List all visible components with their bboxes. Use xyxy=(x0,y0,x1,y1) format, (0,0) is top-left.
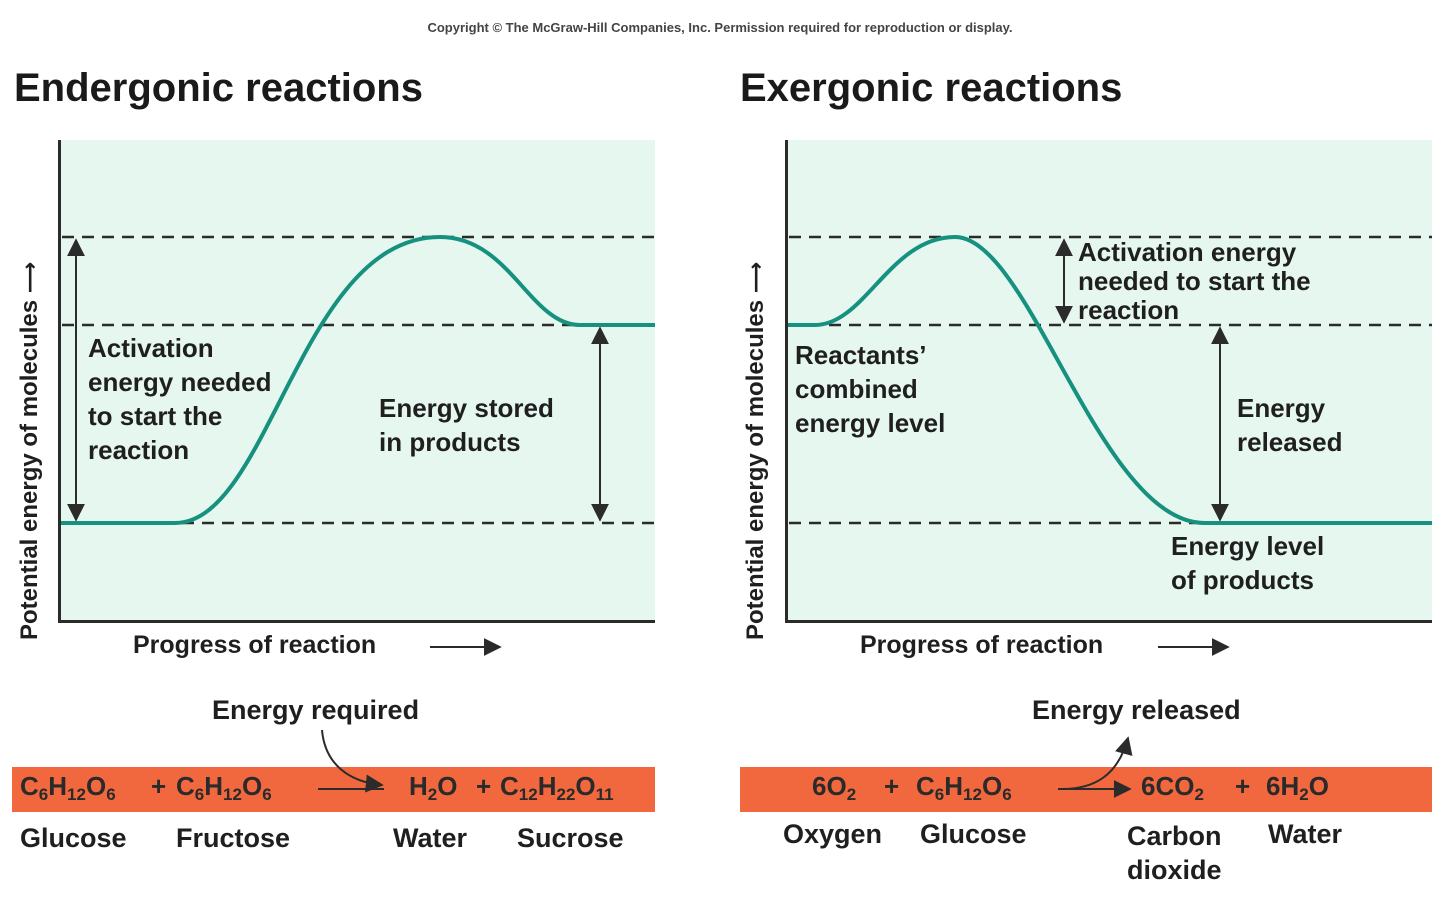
plus-sign: + xyxy=(476,771,492,801)
exergonic-x-axis xyxy=(785,620,1432,623)
endergonic-stored-label: Energy stored in products xyxy=(379,393,554,457)
energy-released-note: Energy released xyxy=(1032,695,1241,725)
glucose-caption: Glucose xyxy=(920,819,1027,849)
sucrose-formula: C12H22O11 xyxy=(500,771,614,804)
carbon-dioxide-caption: Carbon dioxide xyxy=(1127,821,1222,885)
copyright-notice: Copyright © The McGraw-Hill Companies, I… xyxy=(427,20,1013,35)
fructose-formula: C6H12O6 xyxy=(176,771,272,804)
exergonic-title: Exergonic reactions xyxy=(740,66,1123,110)
carbon-dioxide-formula: 6CO2 xyxy=(1141,771,1204,804)
glucose-formula: C6H12O6 xyxy=(20,771,116,804)
exergonic-y-axis xyxy=(785,140,788,623)
plus-sign: + xyxy=(1235,771,1251,801)
endergonic-activation-label: Activation energy needed to start the re… xyxy=(88,333,272,465)
energy-required-arrow xyxy=(321,729,384,793)
energy-required-label: Energy required xyxy=(212,695,420,725)
exergonic-energy-curve xyxy=(788,234,1432,525)
endergonic-title: Endergonic reactions xyxy=(14,66,423,110)
exergonic-x-axis-label: Progress of reaction xyxy=(860,631,1104,659)
glucose-caption: Glucose xyxy=(20,823,127,853)
exergonic-plot-area xyxy=(787,140,1432,621)
products-energy-label: Energy level of products xyxy=(1171,531,1325,595)
sucrose-caption: Sucrose xyxy=(517,823,624,853)
exergonic-activation-label: Activation energy needed to start the re… xyxy=(1078,237,1311,325)
endergonic-plot-area xyxy=(60,140,655,621)
plus-sign: + xyxy=(884,771,900,801)
endergonic-y-axis xyxy=(58,140,61,623)
glucose-formula: C6H12O6 xyxy=(916,771,1012,804)
plus-sign: + xyxy=(151,771,167,801)
water-formula: H2O xyxy=(409,771,458,804)
reactants-energy-label: Reactants’ combined energy level xyxy=(795,340,946,438)
energy-released-label: Energy released xyxy=(1237,393,1343,457)
fructose-caption: Fructose xyxy=(176,823,291,853)
oxygen-formula: 6O2 xyxy=(812,771,857,804)
water-caption: Water xyxy=(1268,819,1343,849)
energy-released-arrow xyxy=(1061,736,1133,790)
water-formula: 6H2O xyxy=(1266,771,1329,804)
endergonic-energy-curve xyxy=(61,234,655,525)
endergonic-x-axis xyxy=(58,620,655,623)
endergonic-x-axis-label: Progress of reaction xyxy=(133,631,377,659)
water-caption: Water xyxy=(393,823,468,853)
oxygen-caption: Oxygen xyxy=(783,819,883,849)
